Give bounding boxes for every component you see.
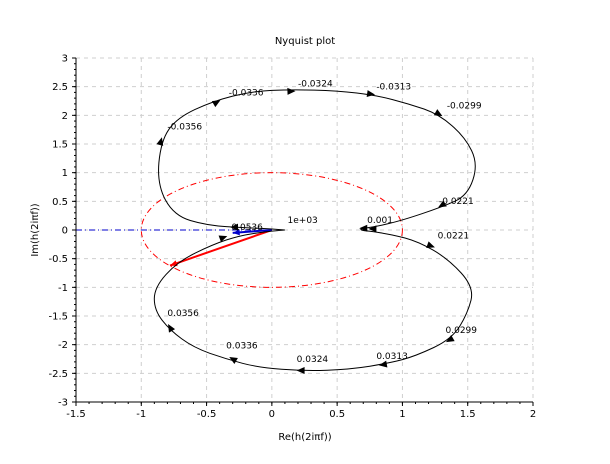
direction-arrowhead (438, 200, 447, 208)
y-tick-label: -0.5 (48, 254, 68, 265)
unit-circle (140, 172, 403, 288)
x-tick-label: -1 (136, 409, 146, 420)
frequency-labels: -0.0336 -0.0324 -0.0313 -0.0299 -0.0356 -0.02… (167, 80, 481, 365)
direction-arrowhead (445, 335, 455, 343)
frequency-label: 0.0336 (226, 342, 258, 352)
red-arrow-shaft (169, 229, 273, 267)
blue-arrow-head (232, 229, 240, 236)
frequency-label: -0.0221 (439, 197, 474, 207)
y-tick-label: -1.5 (48, 312, 68, 323)
frequency-label: 0.0324 (297, 355, 329, 365)
y-tick-label: 2 (62, 111, 68, 122)
frequency-label: -0.0299 (447, 101, 482, 111)
direction-arrows (156, 87, 455, 374)
direction-arrowhead (426, 241, 435, 248)
direction-arrowhead (296, 366, 305, 374)
direction-arrowhead (229, 223, 238, 231)
direction-arrowhead (366, 90, 376, 98)
direction-arrowhead (211, 100, 221, 108)
frequency-label: -0.0324 (298, 80, 333, 90)
y-tick-label: -2.5 (48, 369, 68, 380)
x-axis-label: Re(h(2iπf)) (278, 432, 331, 443)
y-tick-label: 2.5 (52, 82, 68, 93)
y-tick-label: -1 (58, 283, 68, 294)
y-tick-label: 0.5 (52, 197, 68, 208)
frequency-label: 0.001 (367, 216, 393, 226)
y-tick-label: 1 (62, 168, 68, 179)
direction-arrowhead (368, 225, 377, 233)
x-tick-label: -1.5 (66, 409, 86, 420)
x-tick-label: 0 (269, 409, 275, 420)
direction-arrowhead (433, 109, 443, 117)
frequency-label: 0.0299 (446, 326, 478, 336)
y-tick-label: 0 (62, 226, 68, 237)
chart-title: Nyquist plot (275, 36, 335, 47)
x-tick-label: 1 (399, 409, 405, 420)
frequency-label: 0.0313 (376, 352, 408, 362)
overlays (76, 172, 403, 288)
y-axis-label: Im(h(2iπf)) (30, 203, 41, 256)
direction-arrowhead (359, 224, 368, 232)
x-tick-label: -0.5 (197, 409, 217, 420)
direction-arrowhead (378, 360, 388, 368)
y-tick-label: -3 (58, 398, 68, 409)
frequency-label: -0.0336 (229, 88, 264, 98)
frequency-label: 1e+03 (288, 216, 318, 226)
direction-arrowhead (168, 324, 176, 333)
x-tick-label: 2 (530, 409, 536, 420)
frequency-label: 0.0536 (231, 223, 263, 233)
x-tick-label: 1.5 (460, 409, 476, 420)
y-tick-label: 1.5 (52, 140, 68, 151)
frequency-label: -0.0313 (376, 83, 411, 93)
frequency-label: -0.0356 (167, 123, 202, 133)
direction-arrowhead (156, 137, 164, 146)
red-arrow-head (170, 260, 178, 267)
frequency-label: 0.0356 (167, 309, 199, 319)
direction-arrowhead (229, 357, 238, 365)
axes: -1.5 -1 -0.5 0 0.5 1 1.5 2 -3 -2.5 -2 -1.5 -1 -0.5 0 0.… (48, 54, 536, 421)
direction-arrowhead (287, 87, 296, 95)
y-tick-label: 3 (62, 54, 68, 65)
frequency-label: 0.0221 (438, 232, 470, 242)
direction-arrowhead (218, 235, 228, 243)
y-tick-label: -2 (58, 340, 68, 351)
x-tick-label: 0.5 (329, 409, 345, 420)
